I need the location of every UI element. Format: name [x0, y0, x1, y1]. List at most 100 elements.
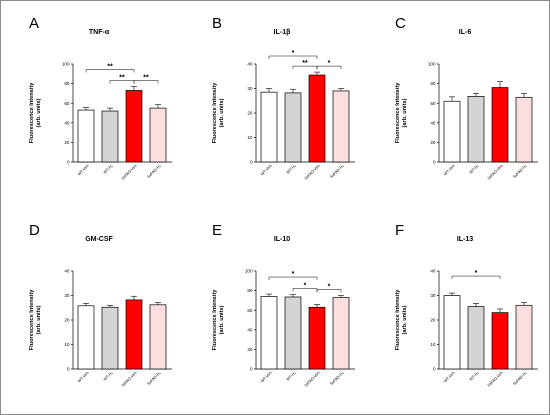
- bar-5xfad-veh: [125, 90, 143, 163]
- bar-wt-h2: [467, 95, 485, 163]
- y-tick-label: 60: [430, 101, 436, 106]
- category-label: 5xFAD-Veh: [303, 163, 320, 180]
- bar-5xfad-h2: [515, 96, 533, 163]
- y-axis-label: Fluorescence Intensity(arb. units): [212, 289, 225, 351]
- y-tick-label: 20: [430, 318, 436, 323]
- category-label: WT-Veh: [76, 370, 89, 383]
- y-axis-label-line: (arb. units): [219, 305, 225, 334]
- y-tick-label: 80: [247, 288, 253, 293]
- panel-letter: A: [29, 15, 39, 32]
- chart-panel-c: C IL-6 Fluorescence Intensity(arb. units) 0…: [395, 15, 538, 181]
- category-label: 5xFAD-Veh: [303, 370, 320, 387]
- bar-wt-h2: [284, 92, 302, 163]
- y-tick-label: 10: [430, 342, 436, 347]
- y-tick-label: 60: [247, 308, 253, 313]
- y-tick-label: 10: [247, 135, 253, 140]
- chart-title: IL-1β: [274, 29, 291, 36]
- y-tick-label: 0: [250, 160, 253, 165]
- category-label: 5xFAD-H₂: [512, 163, 528, 179]
- category-label: 5xFAD-H₂: [146, 163, 162, 179]
- bar-wt-veh: [260, 91, 278, 163]
- y-tick-label: 100: [62, 62, 70, 67]
- y-axis-label-line: Fluorescence Intensity: [395, 289, 401, 351]
- bar-5xfad-h2: [332, 90, 350, 163]
- y-axis-label-line: Fluorescence Intensity: [29, 289, 35, 351]
- significance-bracket: [268, 55, 318, 59]
- chart-panel-a: A TNF-α Fluorescence Intensity(arb. units)…: [29, 15, 172, 181]
- significance-label: **: [119, 75, 125, 82]
- significance-bracket: [451, 275, 501, 280]
- category-label: 5xFAD-Veh: [486, 370, 503, 387]
- y-axis-label: Fluorescence Intensity(arb. units): [395, 82, 408, 144]
- y-axis-label: Fluorescence Intensity(arb. units): [212, 82, 225, 144]
- bar-wt-h2: [101, 306, 119, 370]
- significance-bracket: [316, 289, 342, 293]
- bar-5xfad-veh: [308, 306, 326, 370]
- panel-letter: D: [29, 222, 40, 239]
- category-label: 5xFAD-H₂: [512, 370, 528, 386]
- bar-wt-veh: [443, 295, 461, 370]
- category-label: 5xFAD-Veh: [120, 370, 137, 387]
- y-tick-label: 20: [64, 140, 70, 145]
- bar-5xfad-h2: [515, 304, 533, 370]
- y-tick-label: 0: [433, 160, 436, 165]
- chart-title: TNF-α: [89, 29, 110, 36]
- bar-wt-veh: [77, 109, 95, 163]
- category-label: 5xFAD-H₂: [146, 370, 162, 386]
- significance-label: **: [143, 75, 149, 82]
- bar-5xfad-veh: [308, 74, 326, 163]
- significance-label: *: [292, 50, 295, 57]
- y-tick-label: 30: [430, 293, 436, 298]
- category-label: WT-Veh: [442, 370, 455, 383]
- significance-bracket: [133, 80, 159, 84]
- bar-wt-h2: [467, 306, 485, 370]
- category-label: WT-Veh: [76, 163, 89, 176]
- y-tick-label: 40: [247, 62, 253, 67]
- y-axis-label-line: (arb. units): [402, 98, 408, 127]
- y-tick-label: 10: [64, 342, 70, 347]
- bar-5xfad-veh: [491, 312, 509, 370]
- y-tick-label: 60: [64, 101, 70, 106]
- category-label: WT-H₂: [102, 163, 114, 175]
- chart-panel-d: D GM-CSF Fluorescence Intensity(arb. units…: [29, 222, 172, 388]
- y-axis-label-line: (arb. units): [219, 98, 225, 127]
- panel-letter: B: [212, 15, 222, 32]
- y-tick-label: 40: [64, 269, 70, 274]
- chart-title: GM-CSF: [85, 236, 113, 243]
- y-tick-label: 20: [64, 318, 70, 323]
- panel-letter: E: [212, 222, 222, 239]
- y-tick-label: 20: [430, 140, 436, 145]
- significance-label: *: [328, 60, 331, 67]
- significance-label: **: [302, 60, 308, 67]
- y-tick-label: 20: [247, 111, 253, 116]
- y-tick-label: 40: [64, 120, 70, 125]
- bar-5xfad-veh: [491, 87, 509, 163]
- y-tick-label: 0: [67, 160, 70, 165]
- category-label: WT-H₂: [468, 370, 480, 382]
- y-axis-label-line: Fluorescence Intensity: [29, 82, 35, 144]
- y-tick-label: 40: [247, 327, 253, 332]
- chart-title: IL-10: [274, 236, 290, 243]
- y-tick-label: 0: [250, 367, 253, 372]
- y-tick-label: 20: [247, 347, 253, 352]
- y-axis-label-line: (arb. units): [402, 305, 408, 334]
- y-tick-label: 0: [67, 367, 70, 372]
- significance-label: **: [107, 64, 113, 71]
- significance-label: *: [475, 270, 478, 277]
- y-axis-label-line: Fluorescence Intensity: [212, 289, 218, 351]
- y-axis-label-line: (arb. units): [36, 305, 42, 334]
- significance-label: *: [292, 271, 295, 278]
- category-label: WT-Veh: [259, 370, 272, 383]
- y-tick-label: 40: [430, 269, 436, 274]
- category-label: WT-Veh: [442, 163, 455, 176]
- category-label: WT-H₂: [102, 370, 114, 382]
- category-label: 5xFAD-H₂: [329, 370, 345, 386]
- y-tick-label: 100: [245, 269, 253, 274]
- y-axis-label: Fluorescence Intensity(arb. units): [29, 289, 42, 351]
- bar-wt-h2: [101, 110, 119, 163]
- bar-wt-veh: [260, 296, 278, 370]
- y-axis-label-line: (arb. units): [36, 98, 42, 127]
- y-tick-label: 40: [430, 120, 436, 125]
- y-tick-label: 80: [430, 81, 436, 86]
